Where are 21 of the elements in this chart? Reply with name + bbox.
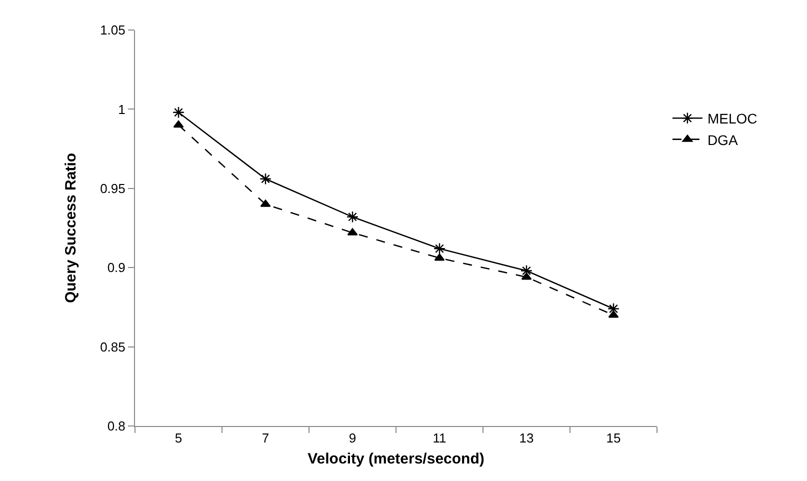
y-tick-label: 0.85 (100, 339, 126, 354)
x-tick-label: 5 (174, 430, 182, 446)
x-tick-label: 13 (519, 430, 534, 446)
y-tick-label: 0.9 (107, 260, 126, 276)
point (260, 172, 272, 185)
x-tick-label: 7 (262, 430, 270, 446)
y-tick-label: 1 (118, 102, 126, 117)
y-tick-label: 0.95 (100, 180, 126, 196)
point (173, 120, 184, 128)
legend-label: DGA (707, 132, 738, 148)
x-tick-label: 15 (606, 430, 621, 446)
point (434, 242, 446, 255)
y-tick-label: 1.05 (100, 22, 126, 38)
x-axis-title: Velocity (meters/second) (308, 450, 484, 468)
y-axis-title: Query Success Ratio (62, 152, 80, 304)
y-tick-label: 0.8 (107, 418, 126, 434)
point (346, 210, 358, 223)
legend-label: MELOC (707, 110, 758, 127)
x-tick-label: 9 (348, 430, 356, 446)
x-tick-label: 11 (432, 430, 446, 446)
point (172, 106, 184, 118)
